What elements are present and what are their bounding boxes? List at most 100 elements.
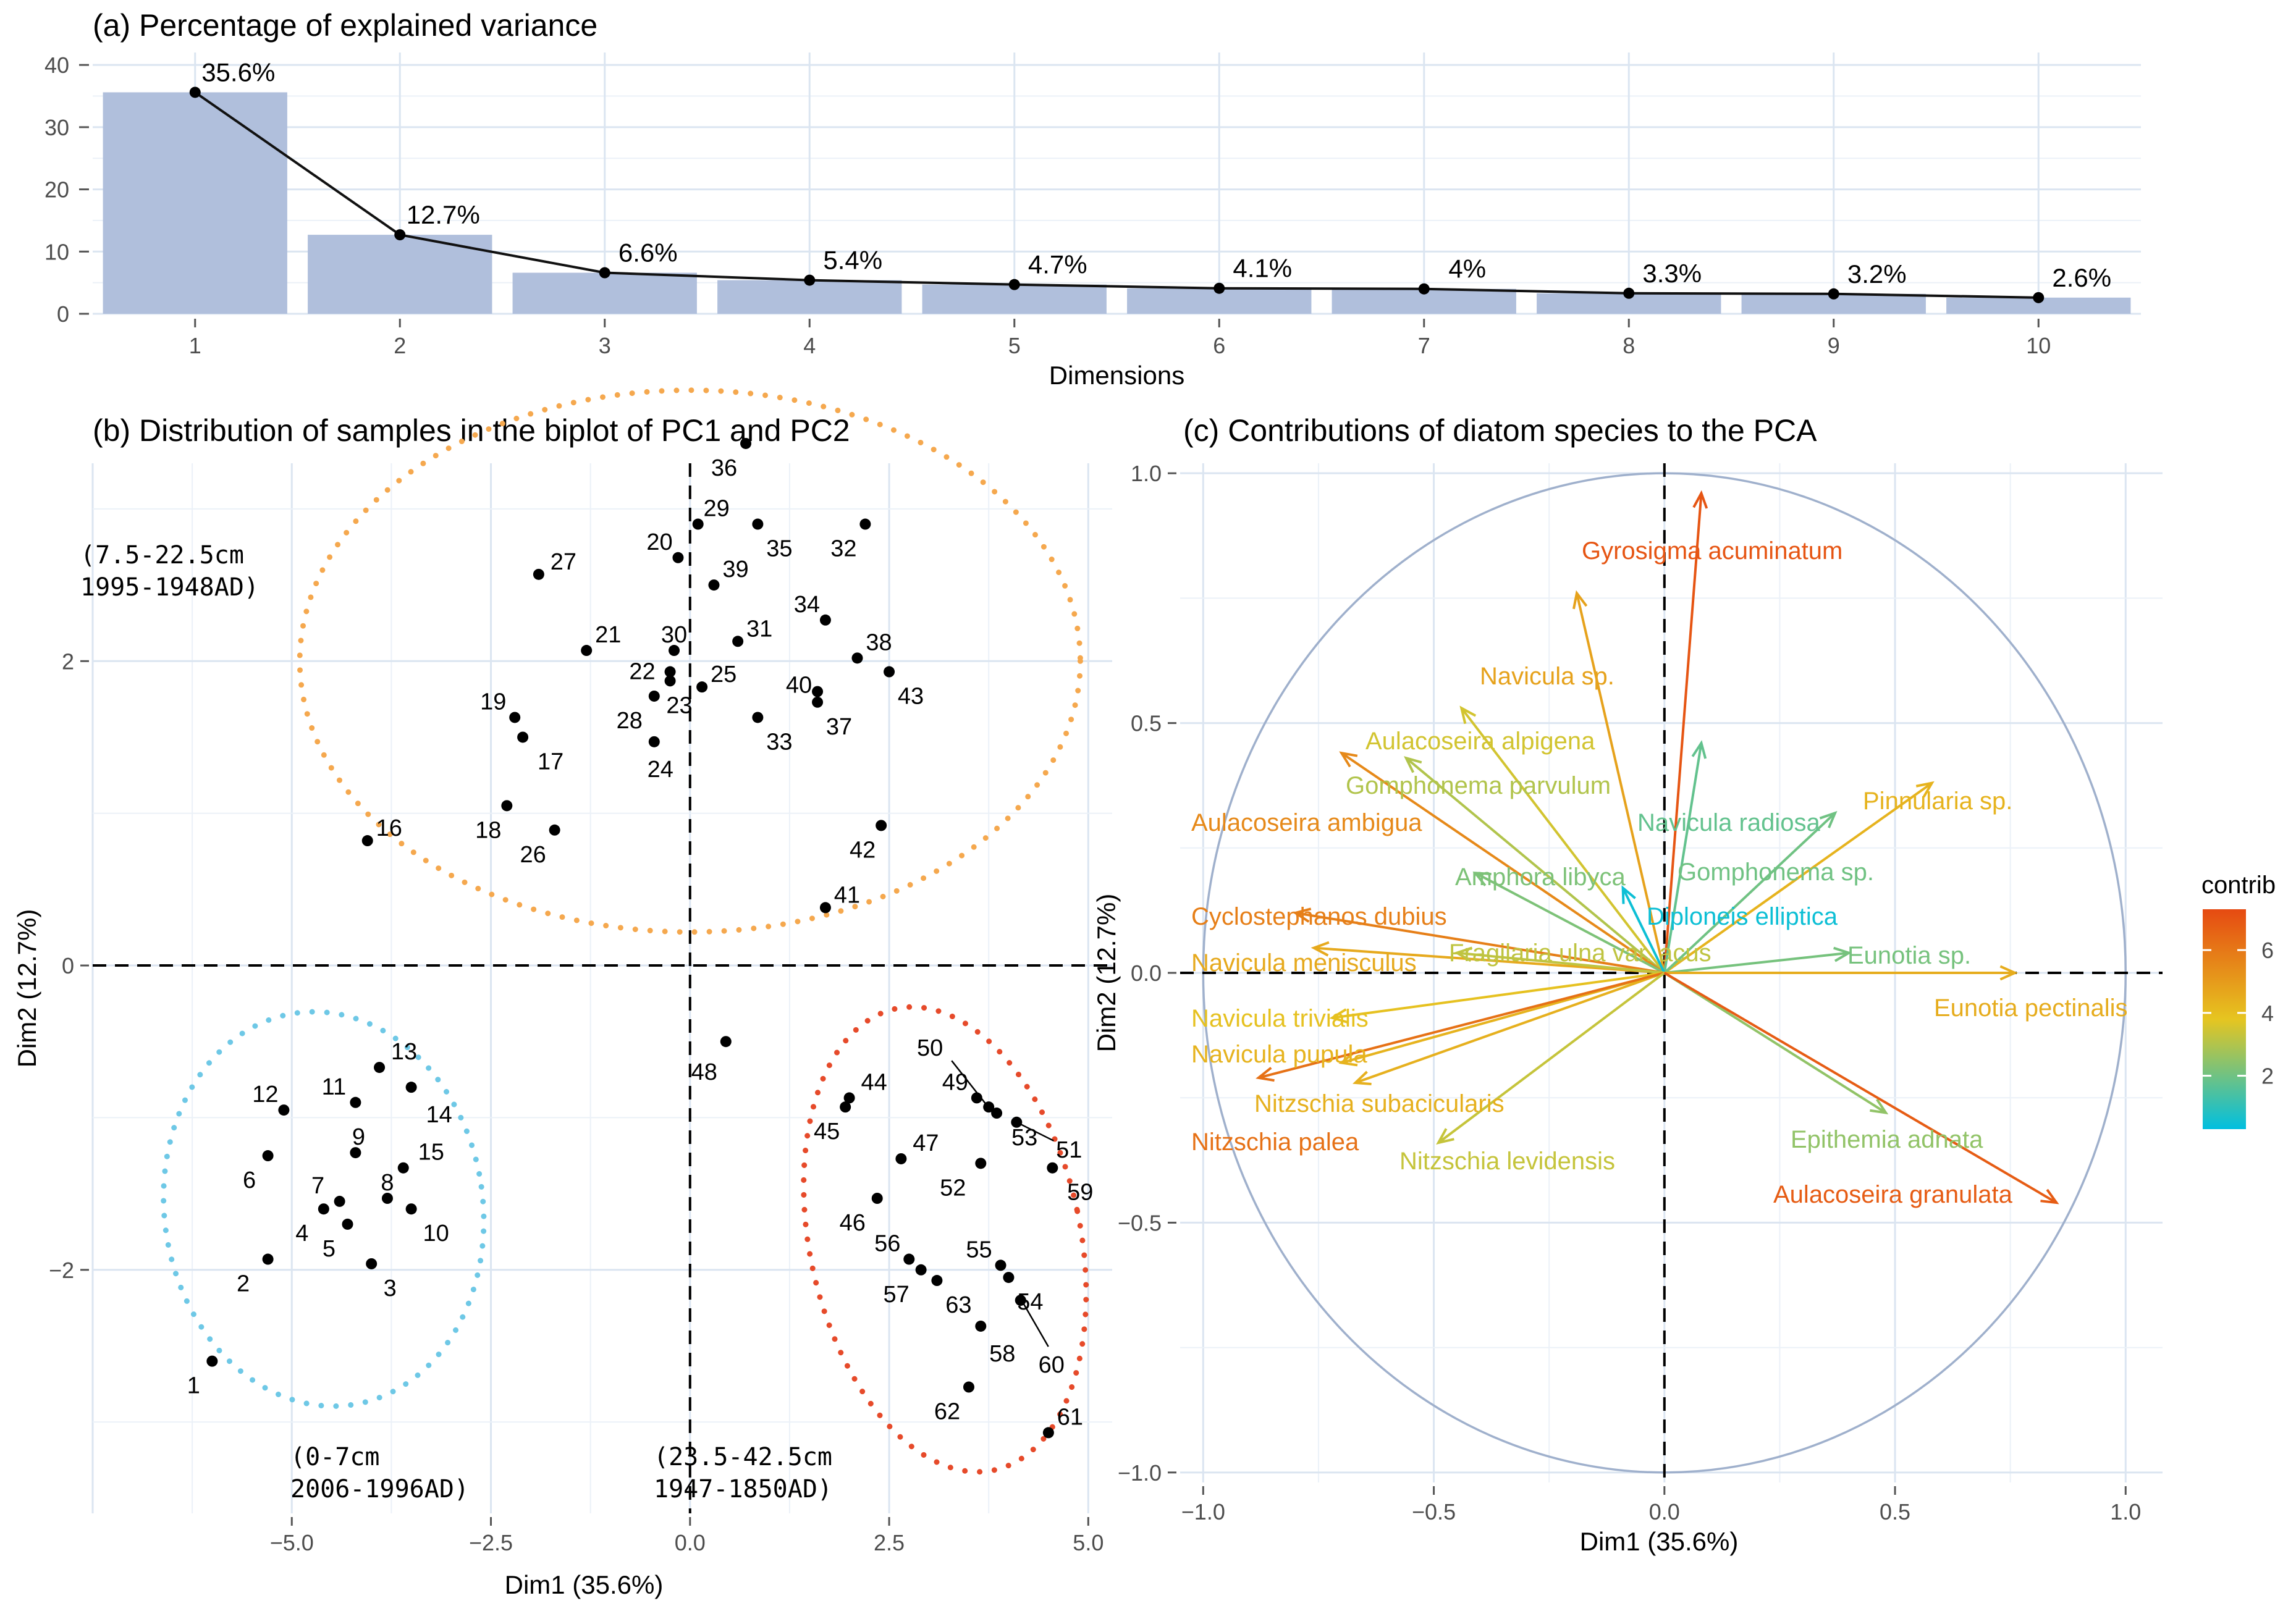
- x-tick-label: 10: [2026, 333, 2051, 358]
- x-tick-label: 3: [599, 333, 611, 358]
- sample-label-50: 50: [917, 1035, 943, 1061]
- sample-point-25: [696, 681, 708, 693]
- variance-bar-4: [717, 280, 902, 314]
- loading-arrow: [1663, 972, 2058, 1204]
- x-tick-label: 0.5: [1880, 1499, 1910, 1524]
- species-label: Gomphonema sp.: [1678, 859, 1874, 886]
- sample-label-56: 56: [874, 1231, 900, 1257]
- sample-point-13: [374, 1062, 386, 1074]
- sample-point-43: [884, 666, 895, 678]
- arrow-head: [1339, 751, 1358, 768]
- loading-arrow: [1474, 872, 1665, 974]
- species-label: Nitzschia palea: [1191, 1129, 1359, 1156]
- sample-label-28: 28: [617, 708, 643, 734]
- sample-point-52: [975, 1158, 987, 1169]
- sample-point-57: [915, 1264, 927, 1276]
- panel-a-chart: 35.6% 12.7% 6.6% 5.4% 4.7% 4.1% 4% 3.3% 3.2% 2.6%…: [44, 53, 2141, 390]
- group-label-age: 2006-1996AD): [290, 1475, 469, 1503]
- sample-point-7: [334, 1195, 345, 1207]
- sample-label-2: 2: [237, 1271, 250, 1297]
- y-tick-label: 40: [44, 53, 69, 78]
- sample-label-58: 58: [989, 1341, 1015, 1367]
- sample-label-62: 62: [934, 1399, 960, 1425]
- arrow-head: [1292, 907, 1312, 923]
- y-tick-label: 1.0: [1131, 461, 1162, 486]
- loading-arrow: [1341, 752, 1665, 974]
- sample-label-42: 42: [850, 837, 876, 863]
- sample-point-34: [819, 614, 831, 626]
- loading-arrow: [1664, 951, 1849, 974]
- panel-c-title: (c) Contributions of diatom species to t…: [1183, 413, 1817, 448]
- legend-tick-label: 2: [2261, 1064, 2274, 1089]
- species-label: Nitzschia subacicularis: [1254, 1090, 1505, 1117]
- arrow-head: [1999, 965, 2019, 981]
- loading-arrow: [1437, 972, 1666, 1144]
- sample-point-23: [664, 675, 676, 687]
- x-tick-label: 8: [1623, 333, 1635, 358]
- arrow-head: [1459, 705, 1477, 725]
- variance-data-label: 4.1%: [1233, 254, 1292, 283]
- sample-point-37: [812, 696, 824, 708]
- species-label: Eunotia pectinalis: [1934, 994, 2128, 1022]
- sample-point-38: [851, 652, 863, 664]
- loading-arrow: [1460, 707, 1666, 974]
- y-tick-label: −0.5: [1118, 1210, 1162, 1235]
- loading-arrow: [1621, 887, 1666, 973]
- species-label: Diploneis elliptica: [1647, 903, 1838, 930]
- sample-point-10: [405, 1203, 417, 1215]
- sample-point-48: [720, 1036, 732, 1048]
- species-label: Gyrosigma acuminatum: [1582, 537, 1842, 565]
- arrow-head: [1691, 740, 1707, 759]
- x-tick-label: 4: [803, 333, 816, 358]
- y-tick-label: 20: [44, 177, 69, 203]
- sample-point-63: [931, 1275, 943, 1287]
- variance-data-label: 5.4%: [823, 246, 882, 275]
- arrow-head: [1692, 490, 1708, 509]
- variance-data-label: 2.6%: [2052, 263, 2111, 292]
- sample-point-4: [318, 1203, 329, 1215]
- loading-arrow: [1314, 946, 1665, 974]
- sample-point-6: [262, 1150, 274, 1162]
- sample-label-40: 40: [786, 673, 812, 699]
- sample-point-44: [843, 1092, 855, 1104]
- sample-point-8: [381, 1193, 393, 1204]
- sample-point-58: [975, 1320, 987, 1332]
- arrow-head: [1256, 1067, 1275, 1082]
- sample-label-10: 10: [423, 1221, 449, 1247]
- group-label-age: 1947-1850AD): [654, 1475, 832, 1503]
- sample-point-21: [581, 645, 593, 657]
- sample-point-42: [876, 820, 887, 831]
- loading-arrow: [1576, 592, 1666, 973]
- sample-label-35: 35: [766, 536, 792, 562]
- x-tick-label: 0.0: [1649, 1499, 1680, 1524]
- sample-point-47: [895, 1153, 907, 1164]
- arrow-head: [1436, 1128, 1454, 1145]
- sample-point-16: [361, 835, 373, 847]
- sample-label-38: 38: [866, 629, 892, 655]
- sample-label-45: 45: [814, 1119, 840, 1145]
- species-label: Navicula radiosa: [1637, 809, 1820, 836]
- y-tick-label: −1.0: [1118, 1460, 1162, 1486]
- sample-label-7: 7: [311, 1173, 324, 1199]
- variance-point-7: [1418, 283, 1430, 295]
- sample-label-61: 61: [1057, 1404, 1083, 1430]
- species-label: Navicula sp.: [1480, 663, 1614, 690]
- variance-data-label: 35.6%: [201, 57, 275, 86]
- variance-bar-1: [103, 92, 287, 314]
- sample-label-48: 48: [691, 1059, 717, 1085]
- y-tick-label: 0: [57, 301, 69, 327]
- sample-label-32: 32: [830, 536, 856, 562]
- variance-point-9: [1828, 288, 1839, 300]
- sample-point-18: [501, 800, 513, 812]
- x-tick-label: −5.0: [270, 1530, 314, 1555]
- sample-label-51: 51: [1056, 1137, 1082, 1163]
- sample-point-27: [533, 568, 544, 580]
- legend-colorbar: [2203, 909, 2246, 1129]
- y-tick-label: 0: [62, 953, 74, 978]
- species-label: Navicula trivialis: [1191, 1005, 1369, 1032]
- arrow-head: [2040, 1188, 2059, 1204]
- group-label-depth: (23.5-42.5cm: [654, 1443, 832, 1471]
- legend-title: contrib: [2201, 872, 2276, 899]
- sample-label-34: 34: [794, 592, 820, 618]
- sample-label-54: 54: [1017, 1289, 1043, 1315]
